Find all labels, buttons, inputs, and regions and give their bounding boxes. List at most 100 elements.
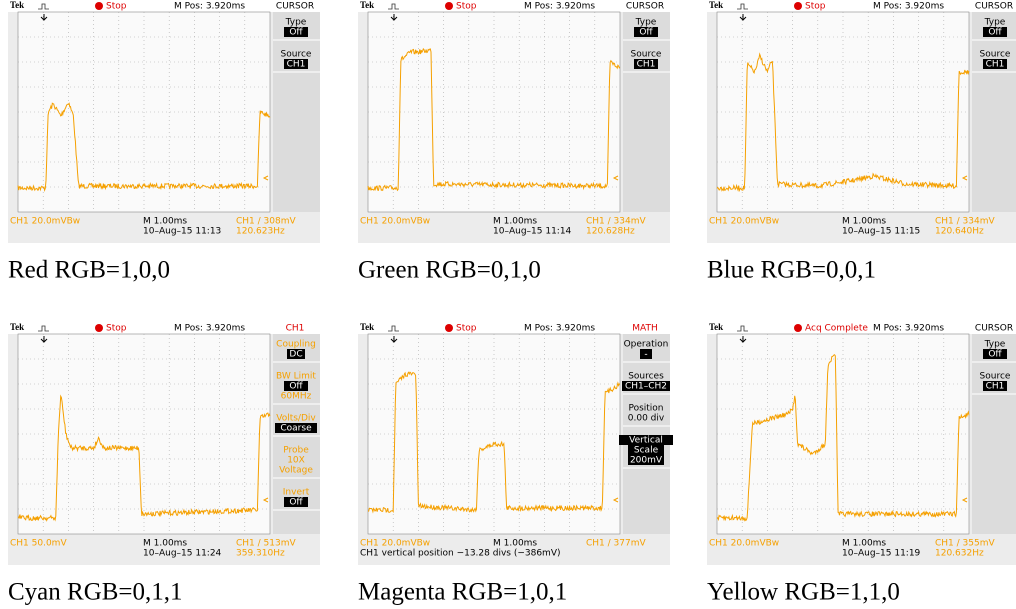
- menu-item: Position: [628, 404, 663, 414]
- footer-time: M 1.00ms: [842, 217, 886, 227]
- menu-item: Off: [289, 382, 303, 392]
- status-dot: [794, 324, 802, 332]
- status-dot: [445, 2, 453, 10]
- menu-item: 10X: [287, 456, 305, 466]
- menu-item: Sources: [628, 372, 664, 382]
- menu-item: Off: [988, 350, 1002, 360]
- scope-panel: TekStopM Pos: 3.920msMATHOperation-Sourc…: [358, 322, 673, 565]
- menu-item: -: [644, 350, 647, 360]
- footer-freq: 359.310Hz: [236, 549, 285, 559]
- menu-item: CH1: [986, 382, 1005, 392]
- menu-item: 60MHz: [281, 392, 312, 402]
- menu-item: Off: [988, 28, 1002, 38]
- menu-item: Invert: [283, 488, 310, 498]
- brand: Tek: [360, 0, 374, 10]
- menu-item: Type: [984, 340, 1006, 350]
- menu-bg: [972, 12, 1016, 212]
- footer-date: 10–Aug–15 11:24: [143, 549, 222, 559]
- footer-channel: CH1 50.0mV: [10, 539, 67, 549]
- menu-item: CH1: [986, 60, 1005, 70]
- mpos: M Pos: 3.920ms: [174, 324, 245, 334]
- footer-date: 10–Aug–15 11:13: [143, 227, 221, 237]
- footer-time: M 1.00ms: [143, 539, 187, 549]
- footer-freq: 120.623Hz: [236, 227, 285, 237]
- menu-item: CH1–CH2: [625, 382, 667, 392]
- menu-item: CH1: [637, 60, 656, 70]
- caption: Yellow RGB=1,1,0: [707, 579, 900, 606]
- header-bar: [358, 0, 670, 12]
- footer-date: 10–Aug–15 11:15: [842, 227, 920, 237]
- brand: Tek: [10, 0, 24, 10]
- menu-item: Source: [281, 50, 312, 60]
- brand: Tek: [709, 0, 723, 10]
- mpos: M Pos: 3.920ms: [524, 324, 595, 334]
- menu-item: Type: [984, 18, 1006, 28]
- header-bar: [707, 0, 1016, 12]
- scope-panel: TekStopM Pos: 3.920msCURSORTypeOffSource…: [8, 0, 320, 243]
- footer-trigger: CH1 ∕ 377mV: [586, 539, 646, 549]
- status: Stop: [456, 2, 477, 12]
- status: Stop: [106, 324, 127, 334]
- menu-item: CH1: [287, 60, 306, 70]
- menu-item: Coarse: [280, 424, 312, 434]
- mpos: M Pos: 3.920ms: [174, 2, 245, 12]
- footer-date: 10–Aug–15 11:19: [842, 549, 921, 559]
- menu-bg: [972, 334, 1016, 534]
- footer-note: CH1 vertical position −13.28 divs (−386m…: [360, 549, 561, 559]
- menu-item: Off: [289, 28, 303, 38]
- menu-item: 0.00 div: [628, 414, 665, 424]
- brand: Tek: [360, 322, 374, 332]
- footer-freq: 120.632Hz: [935, 549, 984, 559]
- footer-trigger: CH1 ∕ 334mV: [935, 217, 995, 227]
- status: Stop: [805, 2, 826, 12]
- footer-trigger: CH1 ∕ 513mV: [236, 539, 296, 549]
- brand: Tek: [709, 322, 723, 332]
- menu-item: Vertical: [629, 436, 663, 446]
- mpos: M Pos: 3.920ms: [873, 324, 944, 334]
- status: Stop: [456, 324, 477, 334]
- footer-channel: CH1 20.0mVBw: [360, 217, 430, 227]
- caption: Green RGB=0,1,0: [358, 257, 541, 284]
- menu-item: Voltage: [279, 466, 313, 476]
- menu-item: Off: [289, 498, 303, 508]
- footer-time: M 1.00ms: [493, 217, 537, 227]
- brand: Tek: [10, 322, 24, 332]
- menu-bg: [623, 12, 670, 212]
- footer-time: M 1.00ms: [842, 539, 886, 549]
- footer-trigger: CH1 ∕ 334mV: [586, 217, 646, 227]
- footer-channel: CH1 20.0mVBw: [10, 217, 80, 227]
- menu-item: DC: [289, 350, 302, 360]
- scope-panel: TekStopM Pos: 3.920msCURSORTypeOffSource…: [707, 0, 1016, 243]
- footer-channel: CH1 20.0mVBw: [709, 217, 779, 227]
- menu-title: CURSOR: [626, 2, 664, 12]
- menu-item: Source: [980, 50, 1011, 60]
- status-dot: [95, 2, 103, 10]
- menu-item: Off: [639, 28, 653, 38]
- status-dot: [95, 324, 103, 332]
- footer-channel: CH1 20.0mVBw: [709, 539, 779, 549]
- footer-time: M 1.00ms: [493, 539, 537, 549]
- footer-time: M 1.00ms: [143, 217, 187, 227]
- menu-item: BW Limit: [276, 372, 316, 382]
- footer-trigger: CH1 ∕ 308mV: [236, 217, 296, 227]
- footer-freq: 120.628Hz: [586, 227, 635, 237]
- menu-title: CURSOR: [975, 324, 1013, 334]
- menu-item: Coupling: [276, 340, 316, 350]
- mpos: M Pos: 3.920ms: [873, 2, 944, 12]
- status-dot: [445, 324, 453, 332]
- menu-title: CH1: [286, 324, 305, 334]
- menu-item: 200mV: [630, 456, 663, 466]
- menu-item: Type: [635, 18, 657, 28]
- menu-title: MATH: [632, 324, 658, 334]
- mpos: M Pos: 3.920ms: [524, 2, 595, 12]
- menu-item: Scale: [634, 446, 659, 456]
- menu-item: Probe: [283, 446, 309, 456]
- status-dot: [794, 2, 802, 10]
- footer-trigger: CH1 ∕ 355mV: [935, 539, 995, 549]
- menu-item: Type: [285, 18, 307, 28]
- caption: Magenta RGB=1,0,1: [358, 579, 567, 606]
- caption: Blue RGB=0,0,1: [707, 257, 876, 284]
- header-bar: [8, 322, 320, 334]
